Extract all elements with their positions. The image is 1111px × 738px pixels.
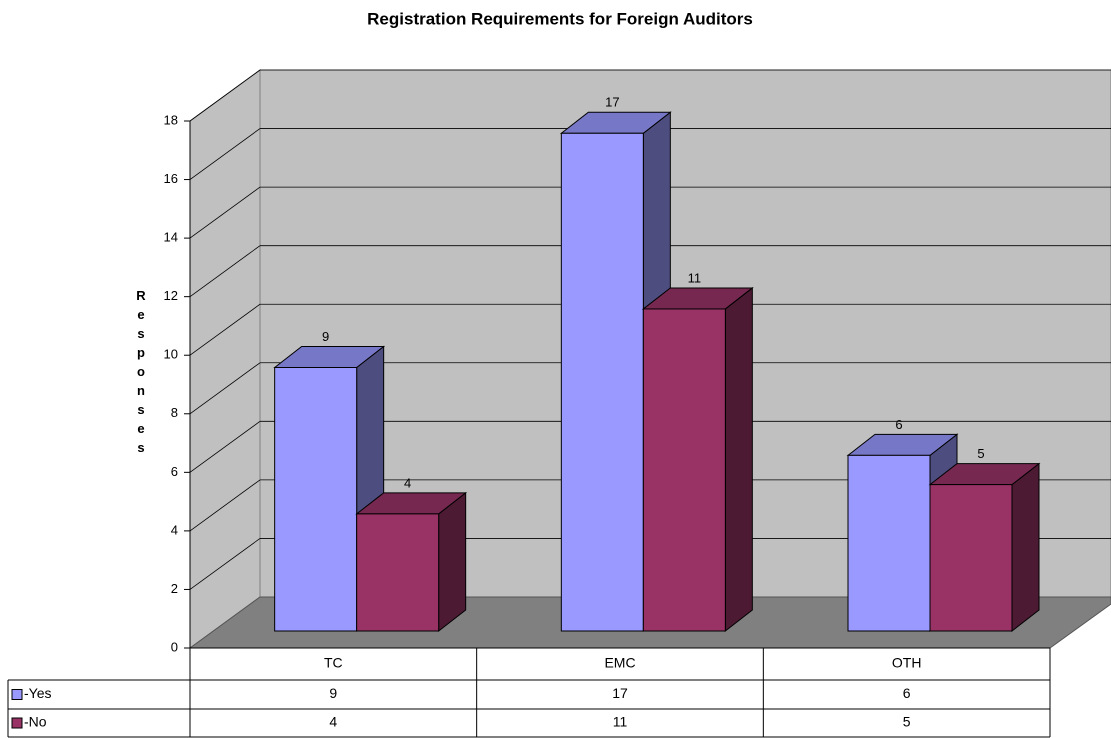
y-tick-label: 14 <box>164 230 178 245</box>
y-tick-label: 4 <box>171 522 178 537</box>
chart-title: Registration Requirements for Foreign Au… <box>367 9 753 28</box>
bar <box>847 454 931 632</box>
y-tick-label: 2 <box>171 581 178 596</box>
data-label: 5 <box>977 446 984 461</box>
legend-label: -Yes <box>24 685 52 701</box>
table-cell: 9 <box>329 685 337 701</box>
bar-side <box>724 286 753 633</box>
table-cell: 5 <box>903 714 911 730</box>
bar <box>560 132 644 632</box>
data-label: 11 <box>688 270 702 285</box>
table-cell: 6 <box>903 685 911 701</box>
data-label: 17 <box>605 95 619 110</box>
data-label: 4 <box>404 475 411 490</box>
y-tick-label: 8 <box>171 405 178 420</box>
y-tick-label: 12 <box>164 288 178 303</box>
bar <box>356 513 440 632</box>
grid-line <box>189 128 261 180</box>
bar-side <box>438 491 467 633</box>
bar <box>274 367 358 632</box>
grid-line <box>189 245 261 297</box>
grid-line <box>189 362 261 415</box>
grid-line <box>189 538 261 590</box>
data-label: 9 <box>322 329 329 344</box>
legend-swatch <box>11 717 23 729</box>
x-tick-label: OTH <box>892 655 922 671</box>
grid-line <box>189 69 261 122</box>
x-tick-label: EMC <box>604 655 635 671</box>
bar <box>642 308 726 632</box>
legend-swatch <box>11 689 23 700</box>
side-wall <box>189 69 261 649</box>
y-tick-label: 0 <box>171 639 178 654</box>
y-tick-label: 6 <box>171 464 178 479</box>
table-cell: 17 <box>612 685 628 701</box>
data-label: 6 <box>895 417 902 432</box>
y-tick-label: 16 <box>164 171 178 186</box>
y-tick-label: 18 <box>164 112 178 127</box>
table-cell: 11 <box>613 714 628 730</box>
x-tick-label: TC <box>324 655 343 671</box>
table-cell: 4 <box>329 714 337 730</box>
grid-line <box>189 186 261 239</box>
bar <box>929 484 1013 632</box>
grid-line <box>189 303 261 356</box>
legend-label: -No <box>24 714 47 730</box>
grid-line <box>189 479 261 532</box>
grid-line <box>189 421 261 473</box>
bar-side <box>1011 462 1040 633</box>
y-tick-label: 10 <box>164 347 178 362</box>
